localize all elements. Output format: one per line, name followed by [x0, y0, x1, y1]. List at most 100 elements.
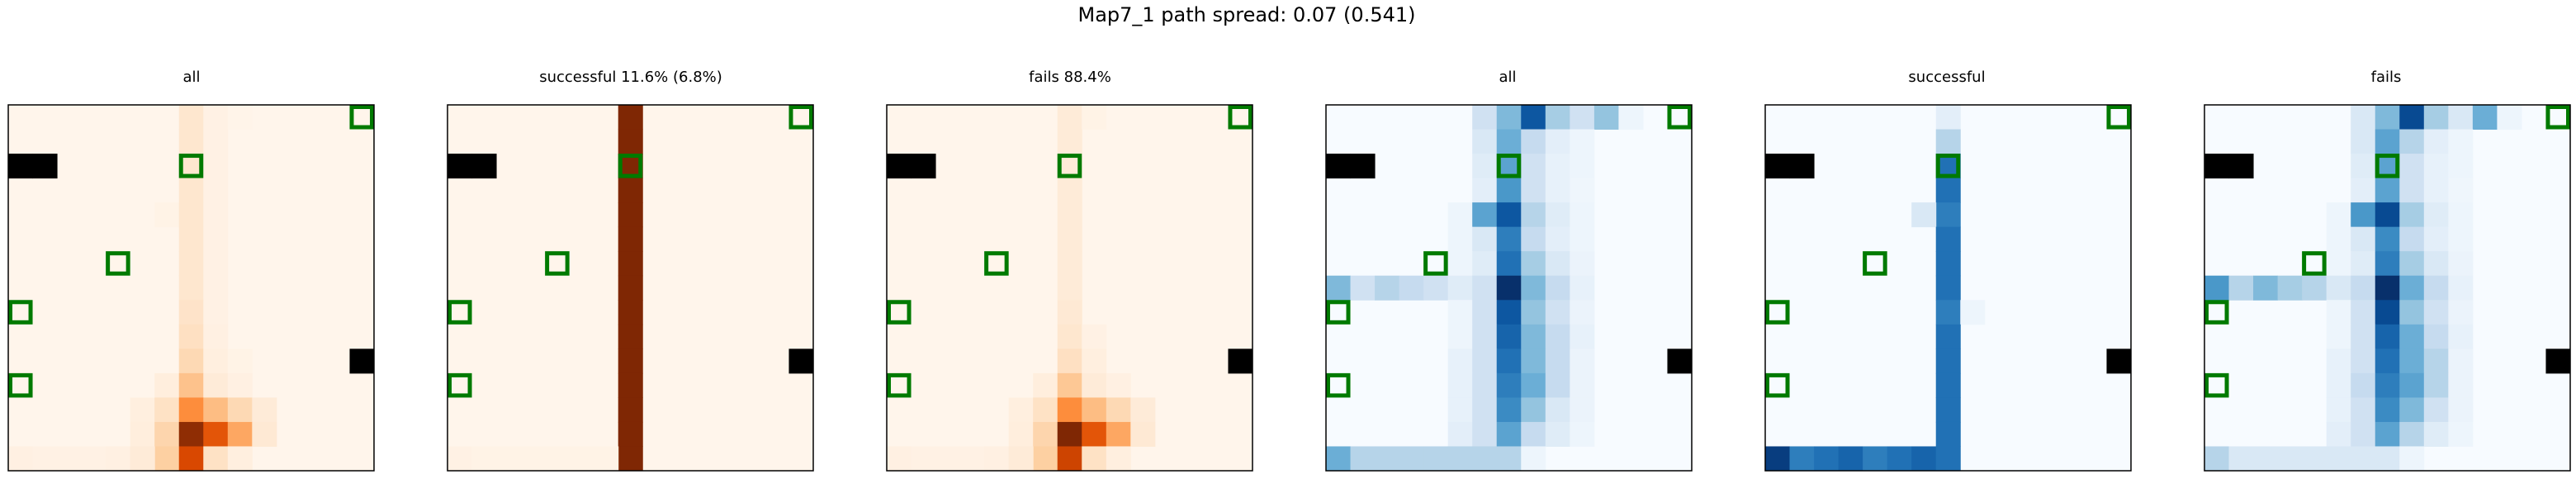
- heatmap-cell: [2399, 178, 2425, 203]
- heatmap-cell: [2351, 178, 2376, 203]
- heatmap-cell: [1496, 446, 1522, 472]
- heatmap-cells: [886, 104, 1253, 472]
- heatmap-cell: [1423, 446, 1449, 472]
- heatmap-cell: [1570, 300, 1595, 325]
- heatmap-cell: [1130, 421, 1156, 447]
- axes-frame: [447, 104, 814, 472]
- heatmap-cell: [1935, 324, 1961, 349]
- heatmap-cell: [2448, 129, 2474, 154]
- goal-marker: [618, 154, 643, 178]
- heatmap-cell: [203, 202, 229, 228]
- heatmap-cell: [2351, 324, 2376, 349]
- heatmap-cell: [178, 372, 204, 398]
- panel-title: all: [182, 69, 200, 86]
- heatmap-cell: [154, 202, 180, 228]
- heatmap-cell: [1496, 421, 1522, 447]
- heatmap-cell: [1375, 446, 1400, 472]
- heatmap-cell: [1570, 154, 1595, 179]
- heatmap-cell: [1082, 421, 1107, 447]
- heatmap-cell: [1593, 105, 1619, 130]
- heatmap-cell: [2423, 105, 2449, 130]
- heatmap-cell: [2204, 446, 2230, 472]
- heatmap-cell: [1570, 349, 1595, 374]
- obstacle-cell: [2545, 349, 2571, 374]
- heatmap-cell: [1570, 226, 1595, 252]
- heatmap-cell: [1057, 226, 1082, 252]
- heatmap-cell: [154, 397, 180, 423]
- heatmap-cell: [618, 275, 643, 301]
- heatmap-cell: [203, 421, 229, 447]
- heatmap-cell: [2351, 397, 2376, 423]
- heatmap-cell: [1545, 324, 1570, 349]
- heatmap-cell: [1447, 275, 1473, 301]
- heatmap-cell: [1008, 446, 1034, 472]
- heatmap-cell: [1447, 446, 1473, 472]
- heatmap-cell: [2375, 178, 2400, 203]
- heatmap-cell: [984, 446, 1010, 472]
- panel-fails-blues: fails: [2204, 69, 2571, 472]
- heatmap-cell: [1545, 300, 1570, 325]
- heatmap-cell: [2228, 275, 2254, 301]
- heatmap-cell: [1935, 397, 1961, 423]
- heatmap-cell: [1057, 178, 1082, 203]
- heatmap-cell: [1057, 202, 1082, 228]
- heatmap-cell: [1570, 129, 1595, 154]
- heatmap-cell: [1082, 372, 1107, 398]
- heatmap-cell: [1057, 251, 1082, 277]
- heatmap-cell: [178, 349, 204, 374]
- heatmap-cell: [2351, 105, 2376, 130]
- heatmap-cell: [178, 446, 204, 472]
- heatmap-cell: [618, 226, 643, 252]
- heatmap-cell: [1472, 446, 1498, 472]
- heatmap-cell: [1521, 372, 1546, 398]
- heatmap-cell: [1033, 421, 1058, 447]
- heatmap-cell: [2351, 349, 2376, 374]
- heatmap-cell: [2423, 324, 2449, 349]
- heatmap-cell: [2423, 251, 2449, 277]
- heatmap-cell: [2448, 300, 2474, 325]
- heatmap-cell: [178, 251, 204, 277]
- heatmap-cell: [2399, 446, 2425, 472]
- heatmap-cell: [2351, 251, 2376, 277]
- heatmap-cell: [1545, 397, 1570, 423]
- heatmap-cell: [1472, 275, 1498, 301]
- heatmap-cell: [1106, 397, 1131, 423]
- heatmap-cells: [1325, 104, 1693, 472]
- heatmap-cell: [618, 324, 643, 349]
- heatmap-cell: [2351, 421, 2376, 447]
- heatmap-cell: [2375, 372, 2400, 398]
- heatmap-cell: [1935, 275, 1961, 301]
- heatmap-cell: [1570, 397, 1595, 423]
- goal-marker: [178, 154, 204, 178]
- heatmap-cell: [1423, 275, 1449, 301]
- obstacle-cell: [2204, 154, 2230, 179]
- heatmap-cell: [1496, 372, 1522, 398]
- heatmap-cell: [227, 349, 253, 374]
- heatmap-cell: [1570, 372, 1595, 398]
- heatmap-cell: [2375, 349, 2400, 374]
- heatmap-cell: [1521, 178, 1546, 203]
- heatmap-cell: [2375, 421, 2400, 447]
- axes-frame: [2204, 104, 2571, 472]
- axes-frame: [886, 104, 1253, 472]
- goal-marker: [2302, 251, 2327, 276]
- heatmap-cell: [227, 372, 253, 398]
- heatmap-cell: [2448, 421, 2474, 447]
- heatmap-cell: [1033, 372, 1058, 398]
- goal-marker: [1326, 300, 1351, 325]
- heatmap-cell: [203, 105, 229, 130]
- obstacle-cell: [1350, 154, 1376, 179]
- heatmap-cell: [130, 397, 155, 423]
- obstacle-cell: [1326, 154, 1352, 179]
- heatmap-cell: [1521, 324, 1546, 349]
- heatmap-cell: [1570, 421, 1595, 447]
- heatmap-cell: [1447, 324, 1473, 349]
- heatmap-cell: [618, 349, 643, 374]
- heatmap-cell: [2399, 349, 2425, 374]
- heatmap-cell: [1911, 202, 1937, 228]
- goal-marker: [788, 105, 813, 130]
- heatmap-cell: [2375, 129, 2400, 154]
- goal-marker: [447, 372, 472, 398]
